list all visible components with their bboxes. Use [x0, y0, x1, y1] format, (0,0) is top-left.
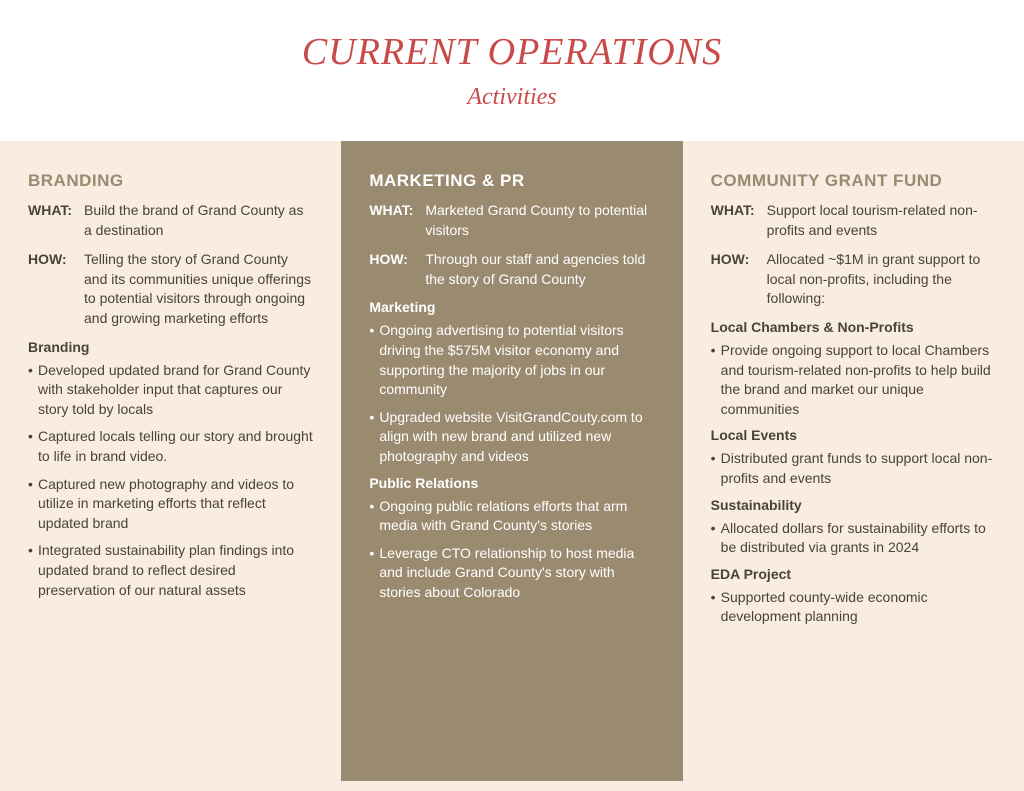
marketing-how: HOW: Through our staff and agencies told…: [369, 250, 654, 289]
branding-list: Developed updated brand for Grand County…: [28, 361, 313, 601]
marketing-what: WHAT: Marketed Grand County to potential…: [369, 201, 654, 240]
marketing-list-1: Ongoing advertising to potential visitor…: [369, 321, 654, 466]
community-list-1: Provide ongoing support to local Chamber…: [711, 341, 996, 419]
list-item: Upgraded website VisitGrandCouty.com to …: [369, 408, 654, 467]
list-item: Supported county-wide economic developme…: [711, 588, 996, 627]
list-item: Allocated dollars for sustainability eff…: [711, 519, 996, 558]
list-item: Leverage CTO relationship to host media …: [369, 544, 654, 603]
page-title: CURRENT OPERATIONS: [0, 30, 1024, 74]
what-label: WHAT:: [28, 201, 84, 240]
what-value: Support local tourism-related non-profit…: [767, 201, 996, 240]
what-label: WHAT:: [711, 201, 767, 240]
list-item: Captured new photography and videos to u…: [28, 475, 313, 534]
community-list-2: Distributed grant funds to support local…: [711, 449, 996, 488]
columns: BRANDING WHAT: Build the brand of Grand …: [0, 141, 1024, 781]
how-label: HOW:: [28, 250, 84, 328]
community-subheading-3: Sustainability: [711, 497, 996, 513]
how-label: HOW:: [711, 250, 767, 309]
community-subheading-2: Local Events: [711, 427, 996, 443]
branding-how: HOW: Telling the story of Grand County a…: [28, 250, 313, 328]
list-item: Integrated sustainability plan findings …: [28, 541, 313, 600]
community-subheading-4: EDA Project: [711, 566, 996, 582]
marketing-column: MARKETING & PR WHAT: Marketed Grand Coun…: [341, 141, 682, 781]
list-item: Ongoing public relations efforts that ar…: [369, 497, 654, 536]
page-subtitle: Activities: [0, 84, 1024, 111]
community-list-4: Supported county-wide economic developme…: [711, 588, 996, 627]
branding-column: BRANDING WHAT: Build the brand of Grand …: [0, 141, 341, 781]
branding-heading: BRANDING: [28, 171, 313, 191]
how-value: Telling the story of Grand County and it…: [84, 250, 313, 328]
branding-subheading: Branding: [28, 339, 313, 355]
how-label: HOW:: [369, 250, 425, 289]
list-item: Provide ongoing support to local Chamber…: [711, 341, 996, 419]
header: CURRENT OPERATIONS Activities: [0, 0, 1024, 141]
marketing-subheading-1: Marketing: [369, 299, 654, 315]
community-subheading-1: Local Chambers & Non-Profits: [711, 319, 996, 335]
list-item: Developed updated brand for Grand County…: [28, 361, 313, 420]
community-what: WHAT: Support local tourism-related non-…: [711, 201, 996, 240]
branding-what: WHAT: Build the brand of Grand County as…: [28, 201, 313, 240]
list-item: Captured locals telling our story and br…: [28, 427, 313, 466]
community-heading: COMMUNITY GRANT FUND: [711, 171, 996, 191]
how-value: Through our staff and agencies told the …: [425, 250, 654, 289]
what-label: WHAT:: [369, 201, 425, 240]
community-how: HOW: Allocated ~$1M in grant support to …: [711, 250, 996, 309]
what-value: Build the brand of Grand County as a des…: [84, 201, 313, 240]
community-list-3: Allocated dollars for sustainability eff…: [711, 519, 996, 558]
marketing-list-2: Ongoing public relations efforts that ar…: [369, 497, 654, 603]
list-item: Ongoing advertising to potential visitor…: [369, 321, 654, 399]
marketing-heading: MARKETING & PR: [369, 171, 654, 191]
list-item: Distributed grant funds to support local…: [711, 449, 996, 488]
what-value: Marketed Grand County to potential visit…: [425, 201, 654, 240]
marketing-subheading-2: Public Relations: [369, 475, 654, 491]
how-value: Allocated ~$1M in grant support to local…: [767, 250, 996, 309]
community-column: COMMUNITY GRANT FUND WHAT: Support local…: [683, 141, 1024, 781]
